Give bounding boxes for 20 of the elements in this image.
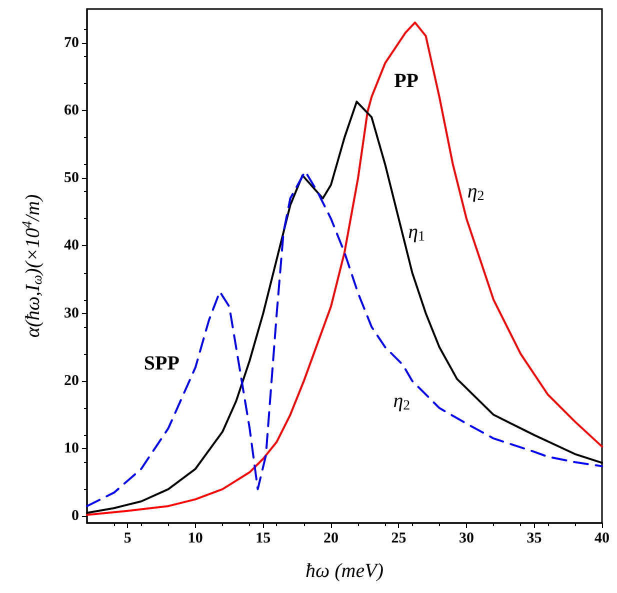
annotation: SPP xyxy=(144,352,180,375)
y-tick-label: 60 xyxy=(64,102,79,118)
y-tick-label: 20 xyxy=(64,372,79,389)
annotation: PP xyxy=(394,70,419,92)
y-tick-label: 70 xyxy=(64,34,79,51)
y-tick-label: 10 xyxy=(64,440,79,457)
y-tick-label: 0 xyxy=(72,508,79,524)
x-axis-title: ħω (meV) xyxy=(306,560,384,582)
y-axis-title: α(ħω,Iω)(×104/m) xyxy=(20,194,46,338)
y-tick-label: 50 xyxy=(64,170,79,186)
x-tick-label: 20 xyxy=(323,530,338,546)
x-tick-label: 10 xyxy=(188,530,203,546)
x-tick-label: 30 xyxy=(458,530,474,546)
x-tick-label: 5 xyxy=(124,530,132,546)
x-tick-label: 35 xyxy=(526,530,542,546)
y-tick-label: 30 xyxy=(64,305,79,322)
x-tick-label: 15 xyxy=(256,530,271,546)
y-tick-label: 40 xyxy=(64,238,79,254)
x-tick-label: 40 xyxy=(594,530,610,546)
x-tick-label: 25 xyxy=(391,530,406,546)
